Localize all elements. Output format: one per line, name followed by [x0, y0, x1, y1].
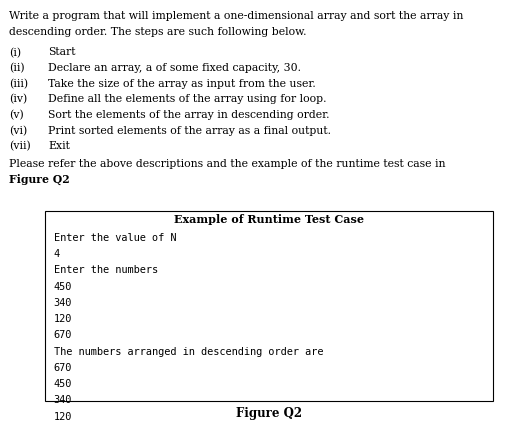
Text: Please refer the above descriptions and the example of the runtime test case in: Please refer the above descriptions and … [9, 159, 446, 169]
Text: Figure Q2: Figure Q2 [236, 407, 302, 419]
Text: (i): (i) [9, 48, 21, 58]
Text: 670: 670 [54, 330, 72, 340]
Text: Example of Runtime Test Case: Example of Runtime Test Case [174, 214, 364, 225]
Text: 120: 120 [54, 314, 72, 324]
Text: Print sorted elements of the array as a final output.: Print sorted elements of the array as a … [48, 125, 331, 136]
Text: Define all the elements of the array using for loop.: Define all the elements of the array usi… [48, 94, 327, 104]
Text: (iii): (iii) [9, 79, 28, 89]
Text: 340: 340 [54, 395, 72, 405]
Text: Take the size of the array as input from the user.: Take the size of the array as input from… [48, 79, 316, 89]
Text: Declare an array, a of some fixed capacity, 30.: Declare an array, a of some fixed capaci… [48, 63, 301, 73]
Text: Enter the value of N: Enter the value of N [54, 233, 176, 243]
Text: Sort the elements of the array in descending order.: Sort the elements of the array in descen… [48, 110, 330, 120]
Text: (vi): (vi) [9, 125, 27, 136]
Text: (v): (v) [9, 110, 24, 120]
Text: Figure Q2: Figure Q2 [9, 174, 70, 185]
Text: Start: Start [48, 48, 76, 57]
Text: (iv): (iv) [9, 94, 27, 104]
Text: Enter the numbers: Enter the numbers [54, 265, 158, 275]
Text: Exit: Exit [48, 141, 70, 151]
Text: 340: 340 [54, 298, 72, 308]
Text: 4: 4 [54, 249, 60, 259]
Text: 120: 120 [54, 412, 72, 422]
Text: Write a program that will implement a one-dimensional array and sort the array i: Write a program that will implement a on… [9, 11, 463, 21]
Text: (vii): (vii) [9, 141, 31, 152]
Text: 450: 450 [54, 379, 72, 389]
Text: (ii): (ii) [9, 63, 25, 73]
FancyBboxPatch shape [45, 211, 493, 401]
Text: 670: 670 [54, 363, 72, 373]
Text: The numbers arranged in descending order are: The numbers arranged in descending order… [54, 347, 323, 357]
Text: 450: 450 [54, 282, 72, 291]
Text: descending order. The steps are such following below.: descending order. The steps are such fol… [9, 27, 307, 37]
